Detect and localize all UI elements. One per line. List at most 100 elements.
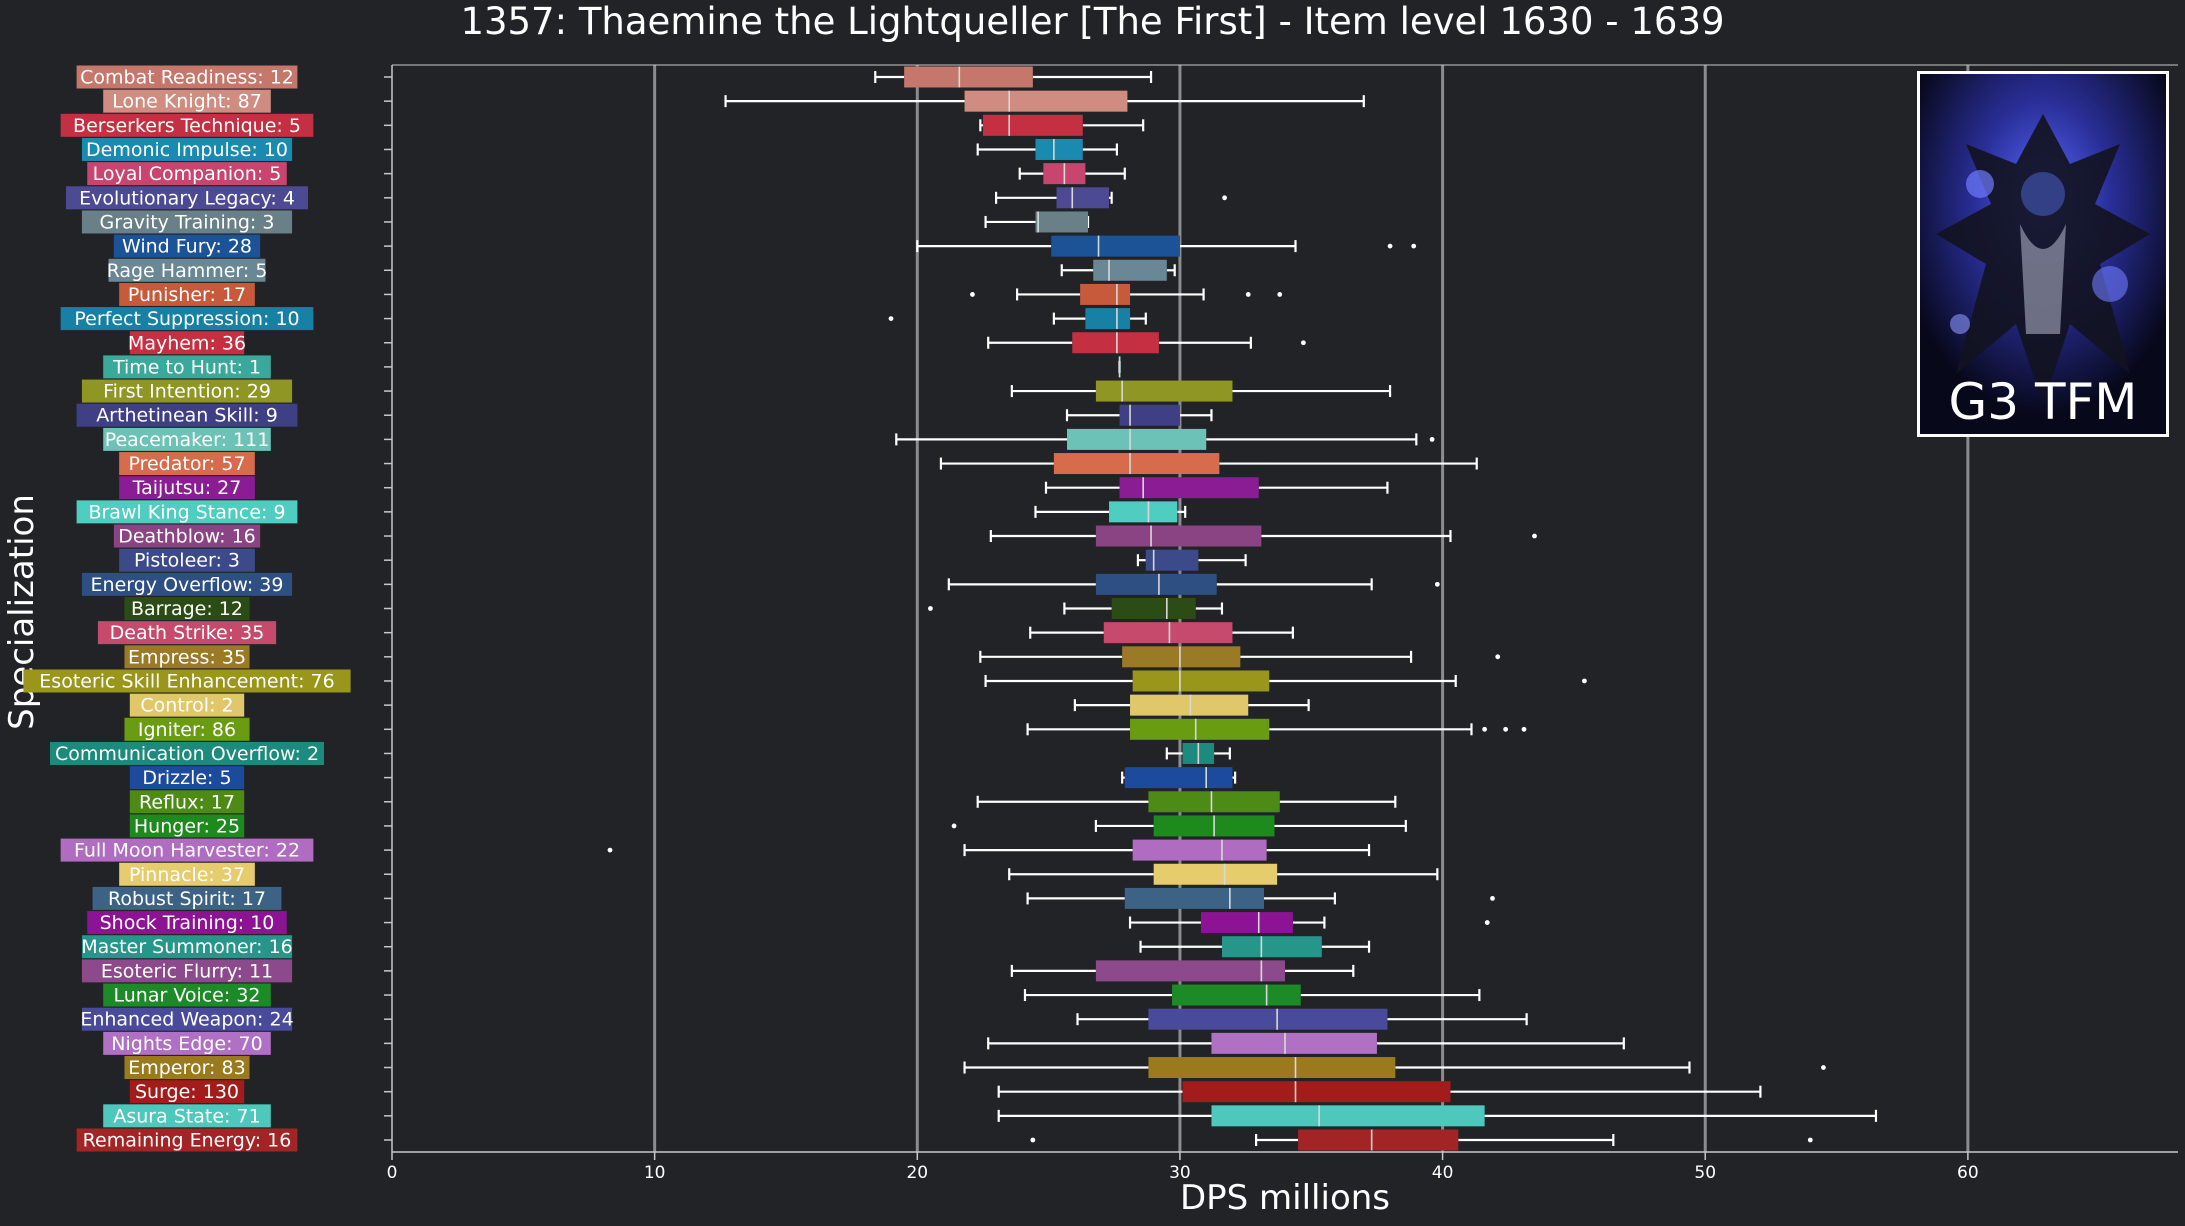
outlier-point: [1532, 533, 1537, 539]
box-iqr: [1095, 573, 1217, 595]
outlier-point: [1821, 1065, 1826, 1070]
box-iqr: [1132, 839, 1267, 861]
y-tick-label-bg: [81, 210, 293, 234]
y-tick-label: Evolutionary Legacy: 4: [79, 187, 295, 209]
y-tick-label-bg: [124, 717, 250, 741]
y-tick-label: Lunar Voice: 32: [113, 985, 260, 1007]
x-tick-label: 50: [1694, 1163, 1716, 1183]
y-tick-label: Arthetinean Skill: 9: [96, 405, 278, 427]
y-tick-label-bg: [76, 1128, 298, 1152]
box-iqr: [1130, 694, 1249, 716]
x-tick-label: 0: [387, 1163, 398, 1183]
y-tick-label-bg: [103, 1104, 271, 1128]
box-iqr: [1172, 984, 1301, 1006]
box-iqr: [1119, 404, 1180, 426]
y-tick-label: Demonic Impulse: 10: [86, 139, 288, 161]
y-tick-label: Energy Overflow: 39: [91, 574, 284, 596]
y-tick-label-bg: [103, 89, 271, 113]
outlier-point: [1411, 243, 1417, 249]
box-iqr: [1211, 1105, 1485, 1127]
y-tick-label: Surge: 130: [135, 1081, 239, 1103]
outlier-point: [928, 606, 933, 611]
box-iqr: [1153, 863, 1278, 885]
y-tick-label-bg: [81, 959, 293, 983]
box-iqr: [1095, 380, 1233, 402]
y-tick-label-bg: [97, 621, 277, 645]
box-iqr: [1145, 549, 1199, 571]
box-iqr: [1103, 622, 1233, 644]
y-tick-label-bg: [119, 452, 255, 476]
outlier-point: [607, 847, 613, 853]
x-axis-title: DPS millions: [1179, 1178, 1391, 1218]
outlier-point: [1482, 726, 1488, 732]
outlier-point: [1434, 581, 1440, 587]
y-tick-label: Drizzle: 5: [142, 767, 231, 789]
y-tick-label: Combat Readiness: 12: [80, 67, 294, 89]
y-tick-label: Pinnacle: 37: [129, 864, 245, 886]
y-tick-label-bg: [81, 572, 293, 596]
y-tick-label: First Intention: 29: [103, 381, 271, 403]
y-tick-label-bg: [60, 307, 314, 331]
y-tick-label-bg: [124, 1056, 250, 1080]
outlier-point: [1495, 654, 1501, 660]
outlier-point: [1277, 292, 1283, 297]
y-tick-label: Empress: 35: [128, 646, 246, 668]
y-tick-label: Enhanced Weapon: 24: [80, 1009, 293, 1031]
y-tick-label-bg: [119, 282, 255, 306]
y-tick-label-bg: [124, 645, 250, 669]
boss-portrait-image: G3 TFM: [1917, 71, 2169, 437]
box-iqr: [1119, 477, 1259, 499]
outlier-point: [1484, 920, 1490, 925]
y-tick-label-bg: [103, 355, 271, 379]
y-tick-label-bg: [60, 113, 314, 137]
outlier-point: [1245, 292, 1251, 297]
y-tick-label: Deathblow: 16: [118, 526, 256, 548]
boss-artwork-icon: [1920, 74, 2166, 434]
outlier-point: [888, 316, 894, 321]
y-tick-label: Predator: 57: [128, 453, 245, 475]
y-tick-label-bg: [119, 476, 255, 500]
y-tick-label: Control: 2: [140, 695, 233, 717]
y-tick-label-bg: [124, 597, 250, 620]
box-iqr: [1109, 501, 1178, 523]
y-tick-label: Emperor: 83: [128, 1057, 245, 1079]
y-tick-label: Pistoleer: 3: [134, 550, 240, 572]
y-tick-label-bg: [103, 427, 271, 451]
y-tick-label: Berserkers Technique: 5: [73, 115, 301, 137]
box-iqr: [1056, 187, 1110, 209]
y-tick-label-bg: [129, 331, 245, 355]
box-iqr: [1124, 887, 1264, 909]
outlier-point: [970, 292, 975, 297]
box-iqr: [1085, 308, 1131, 330]
y-tick-label-bg: [81, 379, 293, 403]
outlier-point: [1030, 1137, 1036, 1143]
box-iqr: [964, 90, 1128, 112]
box-iqr: [1051, 235, 1180, 257]
box-iqr: [904, 66, 1033, 88]
boss-image-caption: G3 TFM: [1948, 373, 2138, 431]
y-tick-label: Asura State: 71: [113, 1105, 260, 1127]
y-tick-label: Full Moon Harvester: 22: [74, 840, 300, 862]
box-iqr: [1111, 598, 1196, 619]
y-tick-label-bg: [119, 548, 255, 572]
y-tick-label-bg: [113, 524, 261, 548]
y-tick-label: Remaining Energy: 16: [83, 1130, 292, 1152]
y-tick-label-bg: [76, 500, 298, 524]
y-tick-label-bg: [60, 838, 314, 862]
y-tick-label-bg: [81, 1007, 293, 1031]
y-tick-label-bg: [103, 983, 271, 1007]
y-tick-label: Lone Knight: 87: [112, 91, 262, 113]
box-iqr: [1053, 453, 1220, 475]
outlier-point: [1503, 726, 1509, 732]
box-iqr: [1130, 718, 1270, 740]
y-tick-label: Barrage: 12: [131, 598, 243, 620]
y-tick-label-bg: [87, 911, 287, 935]
box-iqr: [1148, 1008, 1388, 1030]
box-iqr: [1067, 428, 1207, 450]
x-tick-label: 20: [906, 1163, 928, 1183]
x-tick-label: 30: [1169, 1163, 1191, 1183]
y-tick-label-bg: [65, 186, 309, 210]
outlier-point: [1582, 678, 1587, 684]
outlier-point: [1807, 1137, 1813, 1143]
y-tick-label: Esoteric Skill Enhancement: 76: [39, 670, 334, 692]
